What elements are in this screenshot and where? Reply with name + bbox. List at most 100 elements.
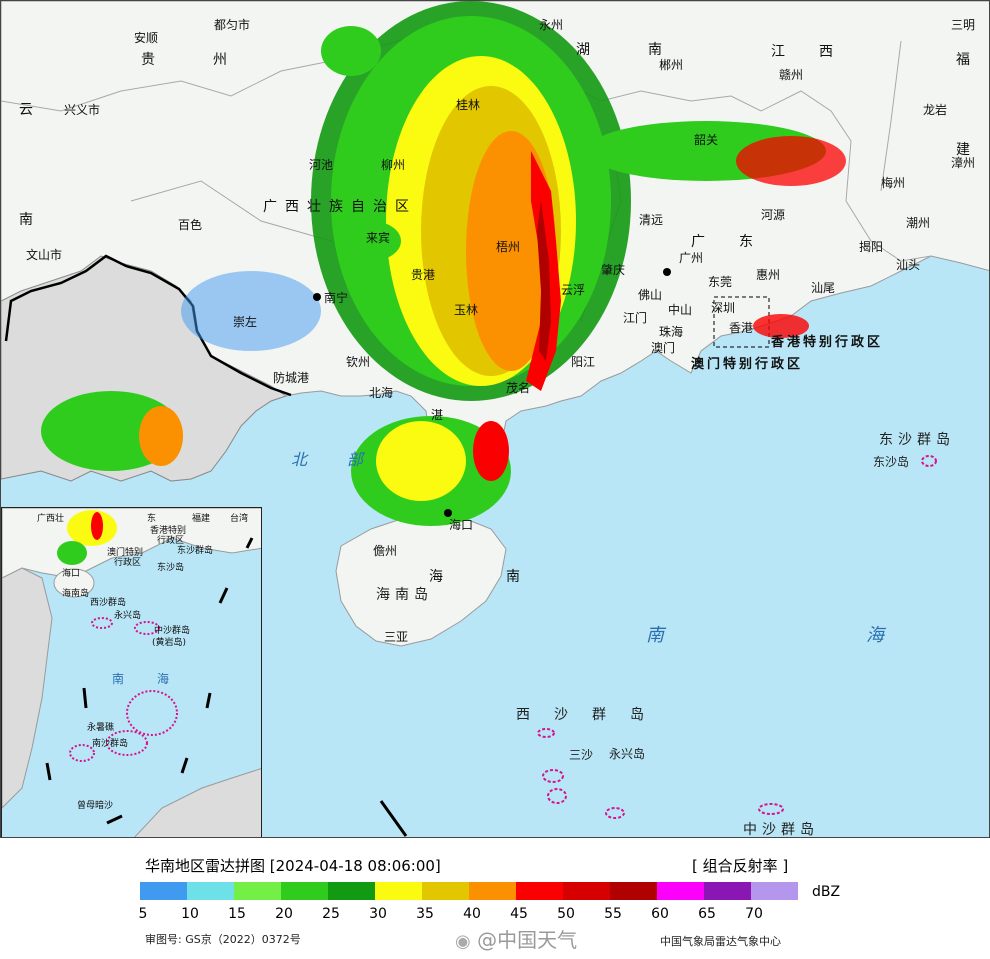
city-chenzhou: 郴州 bbox=[659, 58, 684, 72]
city-zhuhai: 珠海 bbox=[659, 325, 684, 339]
scale-tick: 50 bbox=[557, 906, 575, 922]
inset-label-mo2: 行政区 bbox=[114, 558, 142, 568]
city-meizhou: 梅州 bbox=[881, 176, 906, 190]
inset-land-south bbox=[134, 768, 261, 837]
city-yongzhou: 永州 bbox=[539, 18, 564, 32]
inset-label-taiwan: 台湾 bbox=[230, 514, 249, 524]
city-guangzhou: 广州 bbox=[679, 251, 704, 265]
label-mo-sar: 澳门特别行政区 bbox=[691, 357, 804, 372]
inset-islands bbox=[69, 617, 178, 762]
border-line bbox=[4, 254, 292, 397]
inset-nine-dash bbox=[45, 537, 254, 825]
city-zhangzhou: 漳州 bbox=[951, 156, 976, 170]
city-jiangmen: 江门 bbox=[623, 311, 648, 325]
label-zhongsha-group: 中沙群岛 bbox=[743, 822, 819, 838]
city-duyun: 都匀市 bbox=[214, 18, 251, 32]
city-maoming: 茂名 bbox=[506, 381, 531, 395]
label-yongxing: 永兴岛 bbox=[609, 747, 646, 761]
city-shaoguan: 韶关 bbox=[694, 133, 719, 147]
scale-tick: 5 bbox=[138, 906, 148, 922]
inset-label-zengmu: 曾母暗沙 bbox=[77, 801, 114, 811]
south-china-sea-inset: 广西壮 东 福建 台湾 香港特别 行政区 澳门特别 行政区 东沙群岛 东沙岛 海… bbox=[1, 507, 262, 837]
inset-land-west bbox=[2, 567, 53, 809]
approval-number: 审图号: GS京（2022）0372号 bbox=[145, 933, 301, 946]
inset-label-mo: 澳门特别 bbox=[107, 548, 144, 558]
credit-line: 中国气象局雷达气象中心 bbox=[660, 935, 781, 948]
inset-hainan bbox=[53, 568, 95, 598]
label-dongsha: 东沙岛 bbox=[873, 455, 910, 469]
inset-echo-red bbox=[91, 512, 103, 540]
inset-label-zhongsha: 中沙群岛 bbox=[154, 626, 191, 636]
label-nanhai-2: 海 bbox=[866, 625, 896, 646]
label-xisha-group: 西 沙 群 岛 bbox=[516, 707, 649, 723]
scale-tick: 55 bbox=[604, 906, 622, 922]
city-beihai: 北海 bbox=[369, 386, 394, 400]
city-nanning: 南宁 bbox=[324, 291, 349, 305]
scale-swatch bbox=[751, 882, 798, 900]
inset-label-yongxing: 永兴岛 bbox=[114, 611, 142, 621]
scale-swatch bbox=[375, 882, 422, 900]
weibo-icon: ◉ bbox=[455, 931, 471, 952]
city-shanwei: 汕尾 bbox=[811, 281, 836, 295]
capital-marker-nanning bbox=[313, 293, 321, 301]
label-jiangxi: 江 西 bbox=[771, 44, 843, 60]
color-scale bbox=[140, 882, 798, 900]
unit-label: dBZ bbox=[812, 884, 841, 900]
scale-swatch bbox=[328, 882, 375, 900]
scale-swatch bbox=[422, 882, 469, 900]
inset-label-dong: 东 bbox=[147, 514, 157, 524]
city-zhaoqing: 肇庆 bbox=[601, 263, 626, 277]
city-baise: 百色 bbox=[178, 218, 203, 232]
scale-tick: 10 bbox=[181, 906, 199, 922]
label-hunan: 湖 南 bbox=[576, 42, 672, 58]
land-hainan bbox=[335, 516, 507, 647]
city-qinzhou: 钦州 bbox=[346, 355, 371, 369]
scale-swatch bbox=[704, 882, 751, 900]
city-qingyuan: 清远 bbox=[639, 213, 664, 227]
city-liuzhou: 柳州 bbox=[381, 158, 406, 172]
inset-label-xisha: 西沙群岛 bbox=[90, 598, 127, 608]
city-danzhou: 儋州 bbox=[373, 544, 398, 558]
city-jieyang: 揭阳 bbox=[859, 240, 884, 254]
city-foshan: 佛山 bbox=[638, 288, 663, 302]
label-beibu: 北 部 bbox=[291, 450, 376, 469]
scale-tick: 70 bbox=[745, 906, 763, 922]
product-name: [ 组合反射率 ] bbox=[692, 857, 789, 875]
label-hai: 海 bbox=[429, 569, 453, 585]
inset-label-hai: 海 bbox=[157, 672, 170, 686]
label-guangxi: 广西壮族自治区 bbox=[263, 199, 417, 215]
city-sanya: 三亚 bbox=[384, 630, 409, 644]
inset-label-gd: 福建 bbox=[192, 514, 211, 524]
inset-label-dongsha-g: 东沙群岛 bbox=[177, 546, 214, 556]
radar-echoes bbox=[41, 1, 846, 526]
scale-tick: 60 bbox=[651, 906, 669, 922]
watermark: ◉ @中国天气 bbox=[455, 924, 577, 953]
city-dongguan: 东莞 bbox=[708, 275, 733, 289]
label-fujian: 福 bbox=[956, 52, 980, 68]
inset-label-nan: 南 bbox=[112, 672, 125, 686]
label-hk-sar: 香港特别行政区 bbox=[771, 335, 884, 350]
label-nan-hai: 南 bbox=[506, 569, 530, 585]
label-jian: 建 bbox=[956, 142, 980, 158]
scale-tick: 20 bbox=[275, 906, 293, 922]
scale-swatch bbox=[234, 882, 281, 900]
inset-label-haikou: 海口 bbox=[62, 569, 81, 579]
inset-label-hainan: 海南岛 bbox=[62, 589, 90, 599]
city-shantou: 汕头 bbox=[896, 258, 921, 272]
city-hechi: 河池 bbox=[309, 158, 334, 172]
city-aomen: 澳门 bbox=[651, 341, 676, 355]
inset-label-dongsha-i: 东沙岛 bbox=[157, 563, 185, 573]
label-hainan-island: 海南岛 bbox=[376, 587, 433, 603]
scale-ticks: 5 10 15 20 25 30 35 40 45 50 55 60 65 70 bbox=[138, 906, 800, 922]
city-shenzhen: 深圳 bbox=[711, 301, 736, 315]
city-guigang: 贵港 bbox=[411, 268, 436, 282]
inset-label-hk2: 行政区 bbox=[157, 536, 185, 546]
city-yangjiang: 阳江 bbox=[571, 355, 596, 369]
scale-swatch bbox=[469, 882, 516, 900]
city-guilin: 桂林 bbox=[456, 98, 481, 112]
scale-swatch bbox=[140, 882, 187, 900]
city-haikou: 海口 bbox=[449, 518, 474, 532]
inset-echo-green bbox=[57, 541, 87, 565]
label-sansha: 三沙 bbox=[569, 748, 594, 762]
city-ganzhou: 赣州 bbox=[779, 68, 804, 82]
